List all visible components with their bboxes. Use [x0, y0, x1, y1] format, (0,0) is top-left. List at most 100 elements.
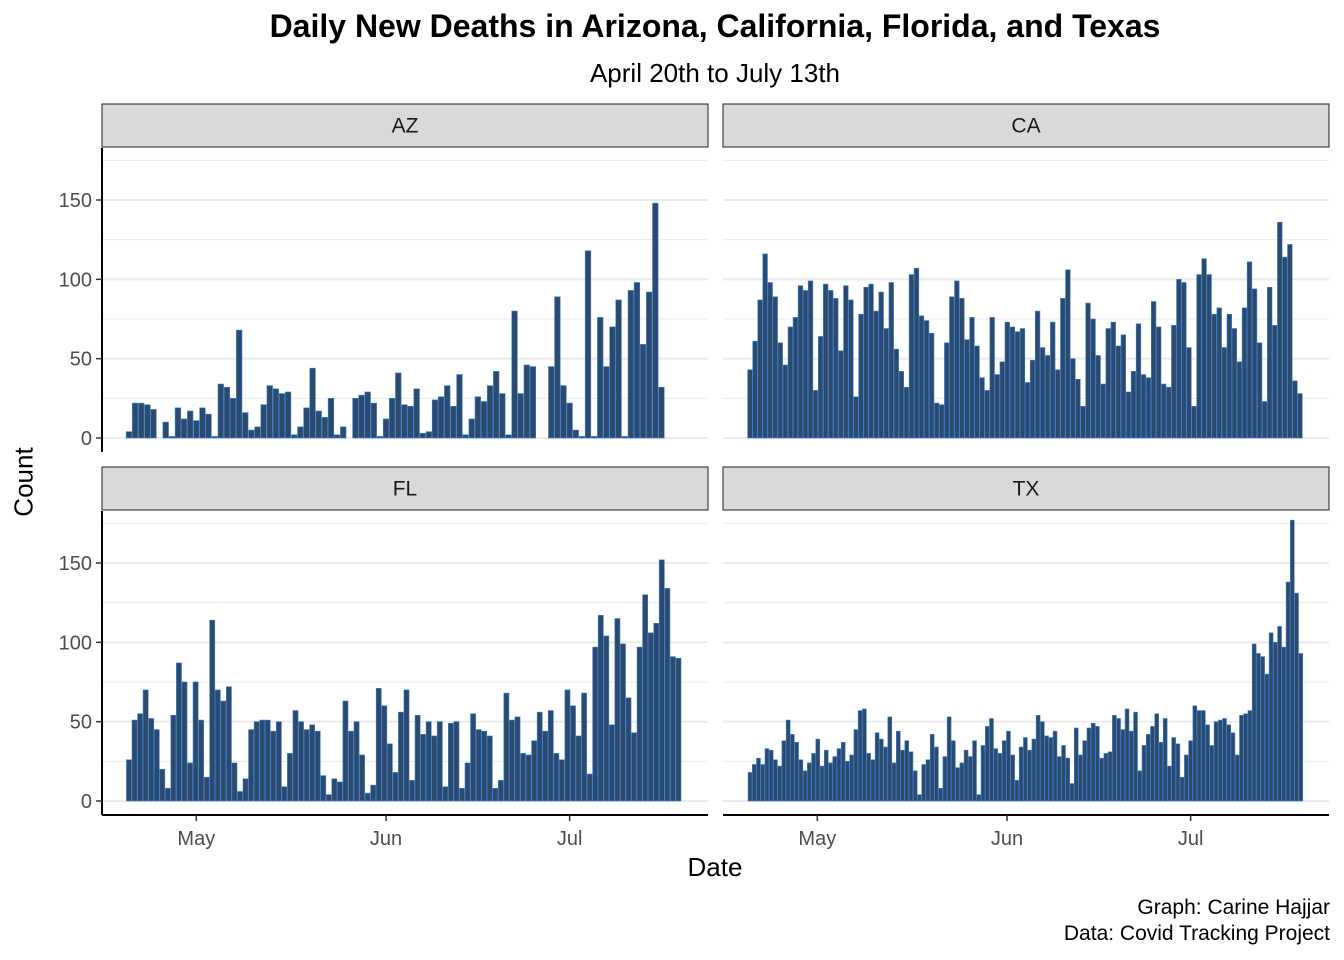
bar: [578, 436, 585, 439]
bar: [464, 762, 471, 802]
bar: [1260, 656, 1265, 802]
bar: [838, 350, 844, 439]
bar: [1298, 653, 1304, 802]
bar: [542, 730, 549, 802]
bar: [398, 711, 404, 802]
bar: [403, 689, 410, 802]
x-tick-label: Jul: [557, 828, 583, 850]
bar: [1065, 269, 1071, 439]
bar: [523, 364, 530, 439]
bar: [1129, 730, 1134, 802]
bar: [944, 342, 950, 439]
bar: [1095, 726, 1100, 802]
bar: [1241, 307, 1248, 439]
bar: [868, 283, 874, 439]
bar: [548, 366, 555, 439]
bar: [840, 741, 846, 802]
bar: [900, 749, 905, 802]
bar: [858, 313, 864, 439]
bar: [364, 391, 371, 439]
bar: [833, 298, 839, 439]
bar: [670, 656, 676, 802]
bar: [949, 296, 955, 439]
bar: [883, 746, 888, 802]
bar: [431, 735, 438, 802]
bar: [517, 393, 524, 439]
bar: [1186, 347, 1192, 439]
x-tick-label: May: [798, 828, 836, 850]
bar: [353, 721, 360, 802]
bar: [270, 730, 277, 802]
bar: [751, 764, 757, 802]
bar: [621, 436, 628, 439]
bar: [1282, 256, 1288, 439]
bar: [180, 418, 188, 439]
bar: [453, 721, 460, 802]
bar: [1231, 328, 1237, 439]
bar: [475, 729, 482, 802]
bar: [1272, 325, 1278, 439]
bar: [756, 757, 761, 802]
bar: [176, 662, 182, 802]
bar: [1050, 321, 1056, 439]
bar: [615, 299, 622, 439]
bar: [497, 780, 504, 802]
facet-strip-label: AZ: [392, 115, 419, 138]
bar: [969, 317, 975, 439]
bar: [381, 705, 388, 802]
bar: [1107, 751, 1113, 802]
bar: [1090, 318, 1096, 439]
bar: [1052, 730, 1058, 802]
bar: [1213, 721, 1219, 802]
bar: [1120, 334, 1126, 439]
bar: [1010, 754, 1015, 802]
bar: [174, 407, 182, 439]
bar: [1273, 642, 1278, 802]
bar: [1179, 776, 1185, 802]
bar: [303, 407, 310, 439]
bar: [425, 721, 432, 802]
bar: [664, 588, 671, 802]
bar: [1116, 718, 1121, 802]
bar: [652, 202, 659, 439]
bar: [790, 734, 795, 802]
bar: [823, 283, 829, 439]
bar: [1034, 310, 1041, 439]
bar: [1001, 740, 1007, 802]
bar: [857, 710, 863, 802]
bar: [547, 710, 554, 802]
bar: [1040, 721, 1045, 802]
bar: [767, 282, 773, 439]
bar: [1161, 383, 1167, 439]
bar: [832, 756, 837, 802]
bar: [954, 280, 960, 439]
x-tick-label: Jul: [1178, 828, 1204, 850]
bar: [787, 326, 793, 439]
bar: [1264, 673, 1270, 802]
bar: [879, 738, 884, 802]
bar: [653, 622, 660, 802]
bar: [757, 299, 763, 439]
bar: [918, 315, 925, 439]
bar: [1004, 321, 1010, 439]
y-tick-label: 50: [70, 712, 92, 734]
bar: [142, 689, 149, 802]
bar: [836, 748, 842, 802]
bar: [125, 431, 133, 439]
bar: [211, 436, 218, 439]
bar: [747, 369, 753, 439]
bar: [592, 646, 599, 802]
bar: [1124, 708, 1130, 802]
bar: [1176, 279, 1182, 439]
y-tick-label: 0: [81, 791, 92, 813]
caption-graph-credit: Graph: Carine Hajjar: [1137, 896, 1330, 919]
bar: [309, 724, 316, 802]
x-tick-label: Jun: [370, 828, 402, 850]
bar: [1171, 325, 1177, 439]
bar: [266, 385, 273, 439]
facet-strip: [722, 466, 1330, 511]
bar: [248, 429, 255, 439]
bar: [609, 326, 616, 439]
bar: [1192, 705, 1198, 802]
bar: [217, 383, 224, 439]
